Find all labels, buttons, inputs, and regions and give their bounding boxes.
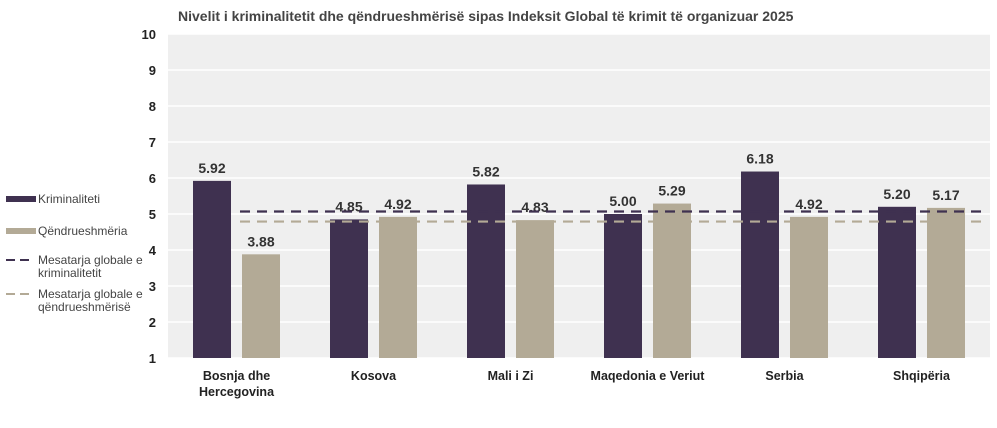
legend-label: Mesatarja globale e [38,253,143,267]
legend-swatch [6,228,36,234]
data-label: 5.29 [658,183,685,199]
bar-kriminaliteti [467,184,505,358]
y-tick-label: 10 [142,27,156,42]
data-label: 5.20 [883,186,910,202]
data-label: 5.00 [609,193,636,209]
data-label: 3.88 [247,233,274,249]
y-tick-label: 9 [149,63,156,78]
bar-qendrueshmeria [242,254,280,358]
bar-qendrueshmeria [653,203,691,358]
bar-qendrueshmeria [516,220,554,358]
legend-label: qëndrueshmërisë [38,300,131,314]
y-tick-label: 4 [149,243,157,258]
y-tick-label: 6 [149,171,156,186]
bar-kriminaliteti [193,180,231,358]
data-label: 5.17 [932,187,959,203]
x-category-label: Kosova [351,369,397,383]
data-label: 4.92 [384,196,411,212]
y-tick-label: 3 [149,279,156,294]
bar-kriminaliteti [330,219,368,358]
plot-area [168,34,990,358]
legend-swatch [6,196,36,202]
x-category-label: Hercegovina [199,385,275,399]
y-tick-label: 5 [149,207,156,222]
x-category-label: Bosnja dhe [203,369,270,383]
y-tick-label: 1 [149,351,156,366]
data-label: 4.92 [795,196,822,212]
bar-qendrueshmeria [927,207,965,358]
x-category-label: Serbia [765,369,804,383]
x-category-label: Mali i Zi [488,369,534,383]
x-category-label: Maqedonia e Veriut [591,369,706,383]
legend-label: Kriminaliteti [38,192,100,206]
data-label: 5.82 [472,163,499,179]
bar-qendrueshmeria [790,216,828,358]
bar-kriminaliteti [604,214,642,358]
data-label: 6.18 [746,151,773,167]
bar-kriminaliteti [741,171,779,358]
x-category-label: Shqipëria [893,369,951,383]
data-label: 4.83 [521,199,548,215]
y-tick-label: 7 [149,135,156,150]
legend-label: Mesatarja globale e [38,287,143,301]
chart-title: Nivelit i kriminalitetit dhe qëndrueshmë… [178,8,794,24]
data-label: 5.92 [198,160,225,176]
legend-label: Qëndrueshmëria [38,224,128,238]
y-tick-label: 2 [149,315,156,330]
legend-label: kriminalitetit [38,266,102,280]
bar-kriminaliteti [878,206,916,358]
bar-qendrueshmeria [379,216,417,358]
y-tick-label: 8 [149,99,156,114]
